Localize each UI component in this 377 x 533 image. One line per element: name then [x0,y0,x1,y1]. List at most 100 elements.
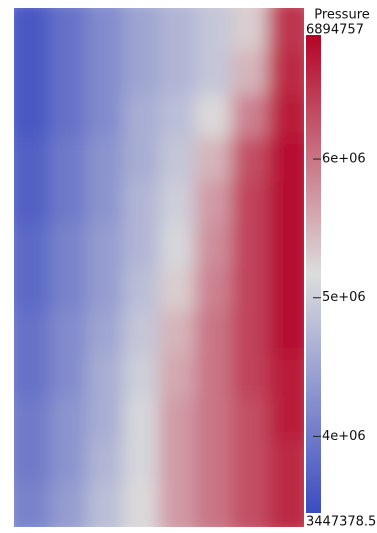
cell [195,51,232,95]
cell [50,483,87,527]
cell [159,440,196,485]
cell [122,267,160,312]
cell [122,137,160,182]
cell [50,51,87,95]
cell [122,397,160,441]
cell [159,51,196,95]
cell [267,354,304,398]
cell [231,267,269,312]
cell [195,8,232,52]
colorbar [306,35,321,513]
cell [50,440,87,485]
cell [14,181,51,225]
cell [122,224,160,268]
cell [122,440,160,485]
cell [267,397,304,441]
cell [267,181,304,225]
cell [14,8,51,52]
cell [231,310,269,355]
cell [267,483,304,527]
cell [86,483,124,527]
cell [267,310,304,355]
colorbar-max: 6894757 [306,23,364,38]
cell [50,8,87,52]
cell [195,483,232,527]
cell [86,181,124,225]
cell [231,483,269,527]
cell [231,440,269,485]
cell [50,310,87,355]
cell [86,137,124,182]
cell [159,483,196,527]
cell [14,354,51,398]
cell [122,94,160,139]
cell [267,137,304,182]
cell [231,354,269,398]
cell [86,440,124,485]
cell [159,137,196,182]
colorbar-tick-label: 6e+06 [322,152,366,167]
cell [86,354,124,398]
cell [195,181,232,225]
cell [195,310,232,355]
cell [231,137,269,182]
cell [50,397,87,441]
cell [267,440,304,485]
cell [14,137,51,182]
cell [14,440,51,485]
cell [86,8,124,52]
cell [50,137,87,182]
cell [159,8,196,52]
cell [267,8,304,52]
cell [159,267,196,312]
cell [231,397,269,441]
cell [231,8,269,52]
cell [14,483,51,527]
cell [267,94,304,139]
colorbar-title: Pressure [314,8,370,23]
cell [195,397,232,441]
cell [50,224,87,268]
cell [86,94,124,139]
cell [195,94,232,139]
cell [267,267,304,312]
cell [14,310,51,355]
cell [14,94,51,139]
cell [159,224,196,268]
cell [50,267,87,312]
cell [159,94,196,139]
cell [267,51,304,95]
cell [195,440,232,485]
cell [159,310,196,355]
colorbar-tick-label: 4e+06 [322,429,366,444]
cell [14,224,51,268]
cell [195,224,232,268]
cell [14,51,51,95]
colorbar-min: 3447378.5 [306,515,376,530]
cell [122,483,160,527]
cell [195,267,232,312]
cell [86,51,124,95]
cell [122,8,160,52]
cell [50,94,87,139]
cell [159,354,196,398]
colorbar-tick-label: 5e+06 [322,290,366,305]
cell [231,94,269,139]
cell [86,267,124,312]
cell [122,354,160,398]
cell [231,181,269,225]
cell [122,51,160,95]
cell [14,397,51,441]
cell [14,267,51,312]
cell [159,181,196,225]
cells [14,8,304,527]
cell [231,51,269,95]
field [14,8,304,527]
cell [122,181,160,225]
cell [86,224,124,268]
cell [195,137,232,182]
cell [122,310,160,355]
cell [195,354,232,398]
cell [86,397,124,441]
